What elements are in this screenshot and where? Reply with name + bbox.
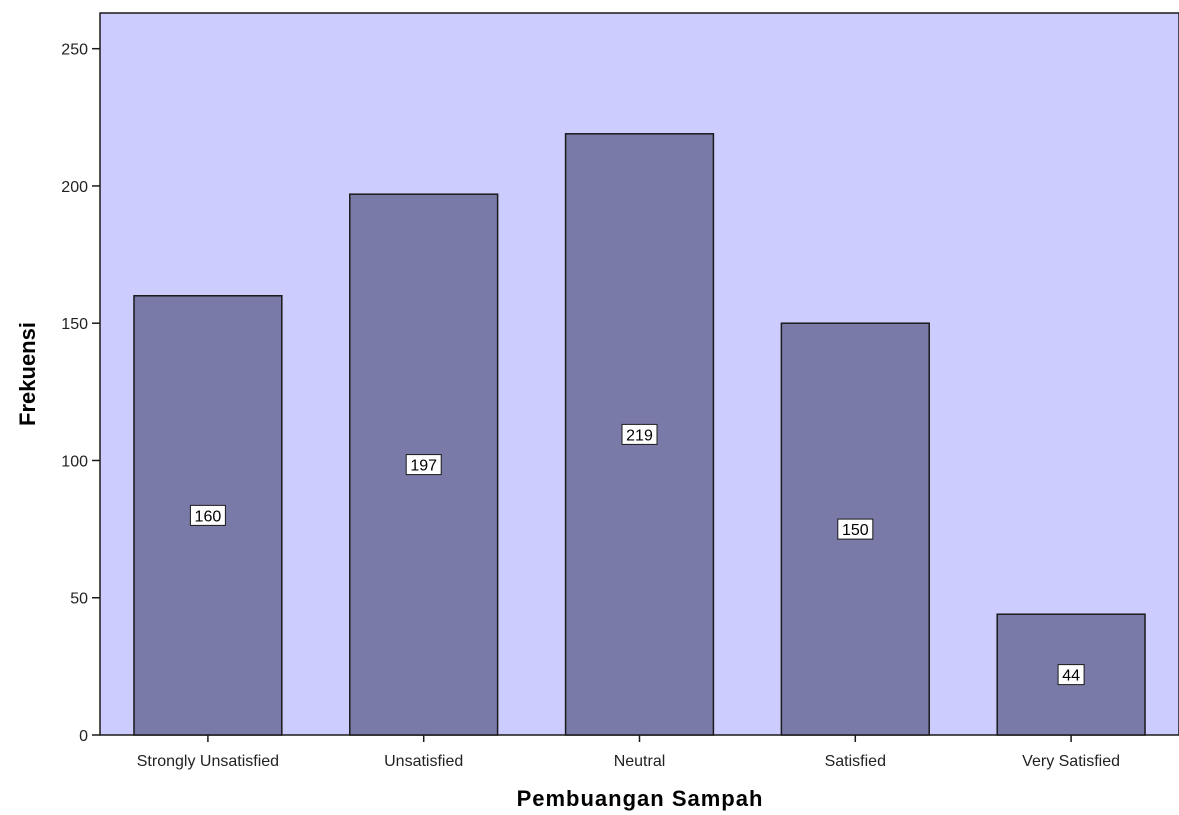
x-tick-label: Very Satisfied	[1022, 753, 1120, 770]
y-tick-label: 150	[61, 316, 88, 333]
x-tick-label: Strongly Unsatisfied	[137, 753, 279, 770]
y-axis: 0 50 100 150 200 250	[61, 42, 100, 745]
x-axis: Strongly Unsatisfied Unsatisfied Neutral Sa…	[137, 735, 1120, 770]
data-label-box	[621, 423, 658, 445]
x-tick-label: Satisfied	[825, 753, 886, 770]
x-tick-label: Unsatisfied	[384, 753, 463, 770]
y-tick-label: 200	[61, 179, 88, 196]
x-axis-title: Pembuangan Sampah	[517, 786, 764, 811]
x-tick-label: Neutral	[614, 753, 666, 770]
data-label: 150	[842, 522, 869, 539]
data-label: 219	[626, 427, 653, 444]
y-tick-label: 250	[61, 42, 88, 59]
data-label-box	[405, 454, 442, 476]
y-tick-label: 100	[61, 453, 88, 470]
y-tick-label: 50	[70, 591, 88, 608]
data-label-box	[189, 504, 226, 526]
y-axis-title: Frekuensi	[15, 322, 40, 426]
data-label-box	[1057, 664, 1085, 686]
data-label: 44	[1062, 668, 1080, 685]
y-tick-label: 0	[79, 728, 88, 745]
bar-labels-group: 160 197 219 150 44	[189, 423, 1085, 686]
data-label: 197	[410, 458, 437, 475]
data-label-box	[837, 518, 874, 540]
data-label: 160	[195, 508, 222, 525]
